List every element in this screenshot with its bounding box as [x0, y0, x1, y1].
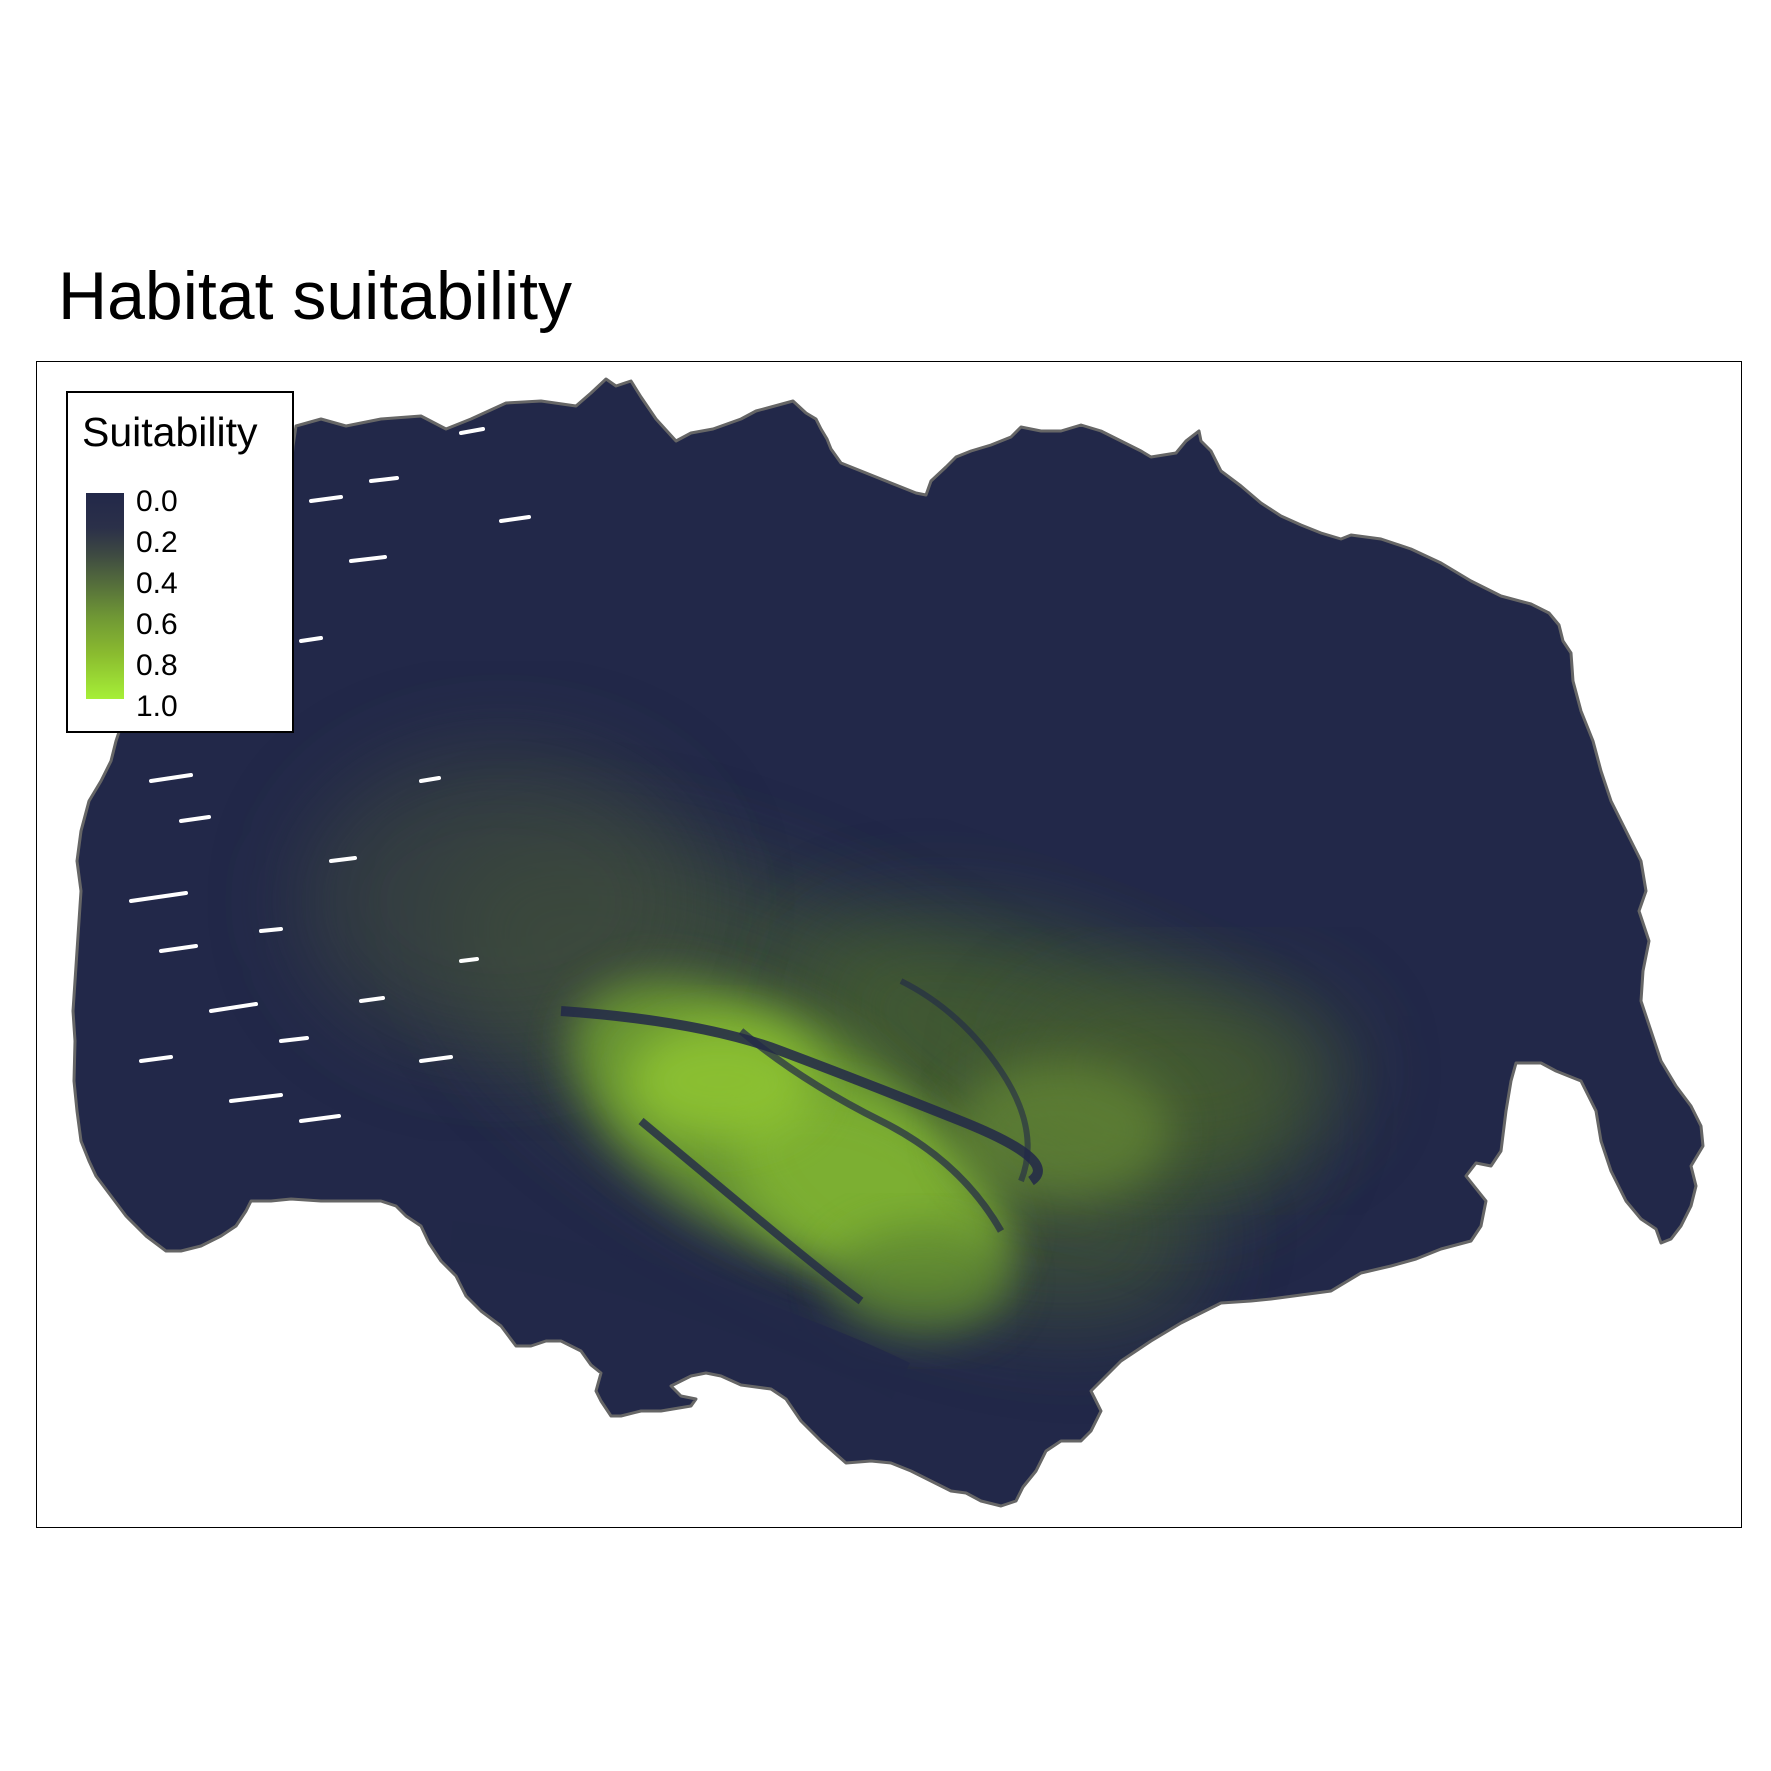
- map-title: Habitat suitability: [58, 258, 573, 334]
- legend-color-ramp: [86, 493, 124, 699]
- legend-tick: 0.2: [136, 526, 178, 559]
- suitability-gradient: [129, 427, 1351, 1399]
- map-frame: [36, 361, 1742, 1528]
- legend-title: Suitability: [82, 409, 258, 455]
- legend-tick: 0.6: [136, 608, 178, 641]
- region-outline: [71, 377, 1705, 1508]
- legend: Suitability 0.0 0.2 0.4 0.6 0.8 1.0: [66, 391, 294, 733]
- legend-tick: 0.4: [136, 567, 178, 600]
- legend-tick: 0.8: [136, 649, 178, 682]
- legend-tick: 1.0: [136, 690, 178, 723]
- suitability-map: [71, 377, 1705, 1508]
- legend-tick: 0.0: [136, 485, 178, 518]
